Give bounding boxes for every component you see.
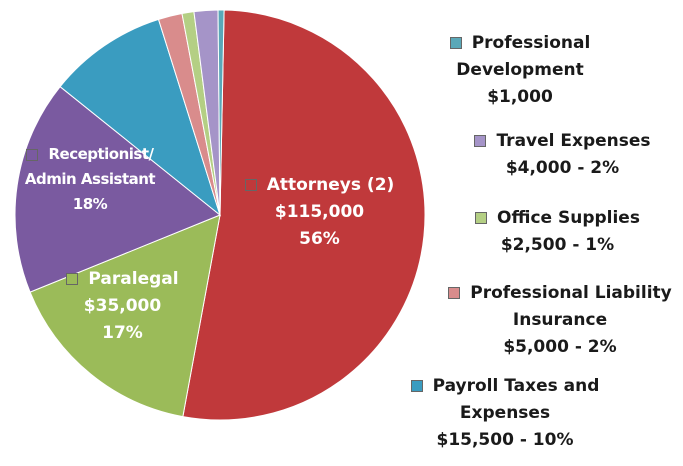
slice-label: Receptionist/ Admin Assistant 18% [10,142,170,217]
legend-marker [244,179,257,191]
category-name: Professional Development [456,33,591,80]
category-name: Attorneys (2) [266,175,395,195]
pie-slice [217,9,225,216]
legend-entry: Office Supplies $2,500 - 1% [445,205,670,259]
category-name: Professional Liability Insurance [470,283,672,330]
legend-marker [449,37,462,49]
pie-slice [182,9,426,421]
category-name: Travel Expenses [496,131,651,151]
value-label: $35,000 17% [83,296,162,343]
legend-entry: Professional Liability Insurance $5,000 -… [440,280,680,361]
value-label: $15,500 - 10% [436,430,574,450]
pie-slice [14,85,221,293]
category-name: Payroll Taxes and Expenses [432,376,600,423]
value-label: $5,000 - 2% [503,337,617,357]
legend-marker [410,380,423,392]
legend-marker [475,212,488,224]
legend-entry: Payroll Taxes and Expenses $15,500 - 10% [400,373,610,454]
category-name: Paralegal [88,269,179,289]
legend-entry: Travel Expenses $4,000 - 2% [445,128,680,182]
value-label: 18% [72,195,108,213]
slice-label: Attorneys (2) $115,000 56% [232,172,407,253]
category-name: Receptionist/ Admin Assistant [24,145,156,188]
legend-marker [26,148,39,161]
value-label: $1,000 [487,87,553,107]
legend-marker [66,273,79,285]
pie-slice [29,214,221,418]
value-label: $2,500 - 1% [500,235,615,255]
value-label: $4,000 - 2% [505,158,620,178]
category-name: Office Supplies [497,208,640,228]
slice-label: Paralegal $35,000 17% [55,266,190,347]
legend-marker [474,135,487,147]
legend-entry: Professional Development $1,000 [415,30,625,111]
value-label: $115,000 56% [274,202,365,249]
pie-slice [59,18,221,217]
legend-marker [448,287,461,299]
